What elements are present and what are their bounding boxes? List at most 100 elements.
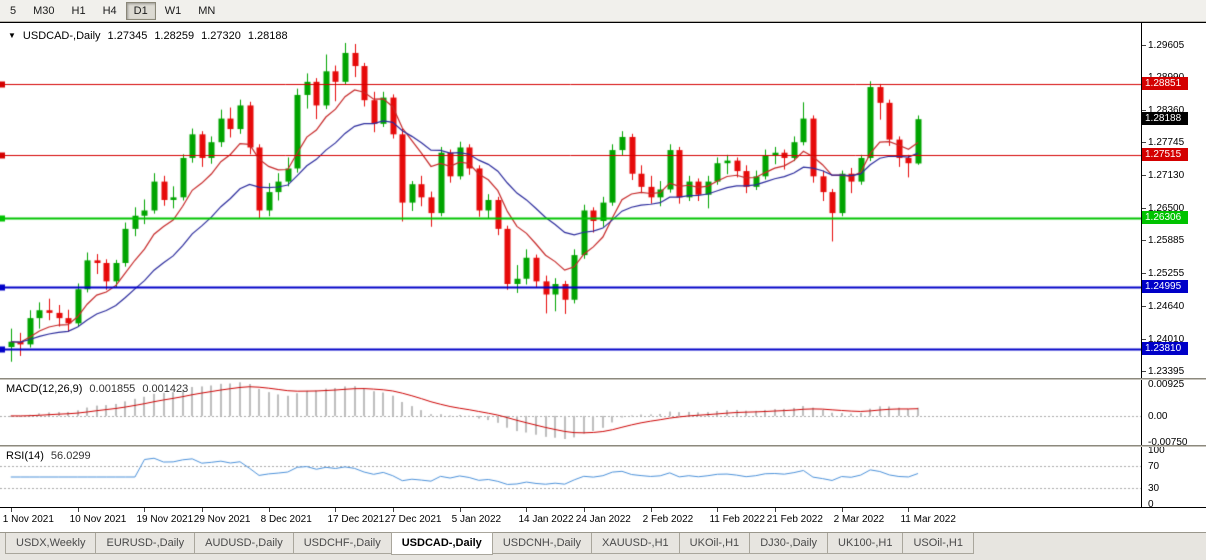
timeframe-button-h1[interactable]: H1 [71, 4, 86, 17]
date-axis-label: 21 Feb 2022 [766, 514, 823, 525]
price-axis-label: 1.27130 [1148, 169, 1185, 181]
date-axis-tick [526, 508, 527, 512]
chart-tab-xauusd-h1[interactable]: XAUUSD-,H1 [591, 533, 680, 554]
price-axis-tick [1142, 175, 1146, 176]
date-axis-label: 27 Dec 2021 [384, 514, 442, 525]
date-axis-label: 2 Feb 2022 [642, 514, 694, 525]
macd-indicator-label: MACD(12,26,9) 0.001855 0.001423 [6, 383, 188, 395]
date-axis-label: 10 Nov 2021 [69, 514, 127, 525]
date-axis-tick [775, 508, 776, 512]
date-axis-label: 17 Dec 2021 [327, 514, 385, 525]
price-axis-tick [1142, 339, 1146, 340]
rsi-pane-canvas[interactable] [0, 447, 1141, 507]
macd-pane-splitter[interactable] [0, 378, 1206, 380]
price-axis-label: 1.26500 [1148, 202, 1185, 214]
rsi-indicator-label: RSI(14) 56.0299 [6, 450, 91, 462]
chart-border-bottom [0, 507, 1206, 508]
price-axis-tick [1142, 371, 1146, 372]
date-axis-tick [584, 508, 585, 512]
price-axis-tick [1142, 306, 1146, 307]
date-axis-label: 11 Mar 2022 [900, 514, 956, 525]
rsi-pane-splitter[interactable] [0, 445, 1206, 447]
date-axis-label: 19 Nov 2021 [136, 514, 194, 525]
price-line-tag: 1.23810 [1142, 342, 1188, 356]
date-axis-tick [842, 508, 843, 512]
chart-tab-ukoil-h1[interactable]: UKOil-,H1 [678, 533, 751, 554]
price-axis-label: 1.25885 [1148, 235, 1185, 247]
price-line-tag: 1.26306 [1142, 211, 1188, 225]
price-axis-label: 1.27745 [1148, 137, 1185, 149]
price-line-tag: 1.24995 [1142, 279, 1188, 293]
timeframe-button-d1[interactable]: D1 [125, 1, 156, 20]
price-axis-label: 1.24010 [1148, 333, 1185, 345]
rsi-value: 56.0299 [50, 450, 91, 462]
date-axis-tick [460, 508, 461, 512]
rsi-axis-label: 100 [1148, 444, 1165, 456]
chart-tab-uk100-h1[interactable]: UK100-,H1 [827, 533, 904, 554]
price-axis-label: 1.28360 [1148, 105, 1185, 117]
date-axis-tick [908, 508, 909, 512]
macd-pane-canvas[interactable] [0, 380, 1141, 445]
date-axis-label: 29 Nov 2021 [193, 514, 251, 525]
date-axis-tick [269, 508, 270, 512]
chart-low-value: 1.27320 [201, 30, 241, 42]
chart-tab-bar: USDX,Weekly EURUSD-,Daily AUDUSD-,Daily USD… [0, 532, 1206, 560]
date-axis-tick [717, 508, 718, 512]
rsi-axis-label: 70 [1148, 461, 1160, 473]
timeframe-button-w1[interactable]: W1 [164, 4, 182, 17]
date-axis-label: 2 Mar 2022 [833, 514, 885, 525]
chart-close-value: 1.28188 [247, 30, 288, 42]
chart-title: ▼ USDCAD-,Daily 1.27345 1.28259 1.27320 … [8, 30, 288, 42]
chart-tab-usdcad-daily[interactable]: USDCAD-,Daily [390, 532, 493, 555]
timeframe-button-5[interactable]: 5 [10, 4, 17, 17]
chart-open-value: 1.27345 [107, 30, 148, 42]
macd-main-value: 0.001855 [89, 383, 136, 395]
chart-tab-eurusd-daily[interactable]: EURUSD-,Daily [95, 533, 196, 554]
price-axis-tick [1142, 273, 1146, 274]
macd-indicator-name: MACD(12,26,9) [6, 383, 83, 395]
rsi-axis-label: 30 [1148, 482, 1160, 494]
date-axis-label: 14 Jan 2022 [518, 514, 574, 525]
date-axis-tick [202, 508, 203, 512]
timeframe-button-m30[interactable]: M30 [33, 4, 55, 17]
price-axis-label: 1.25255 [1148, 268, 1185, 280]
price-axis-label: 1.23395 [1148, 365, 1185, 377]
price-axis[interactable]: 1.296051.289901.283601.277451.271301.265… [1142, 22, 1206, 531]
date-axis-tick [144, 508, 145, 512]
price-axis-tick [1142, 45, 1146, 46]
date-axis-label: 1 Nov 2021 [2, 514, 54, 525]
chart-tab-usdx-weekly[interactable]: USDX,Weekly [5, 533, 97, 554]
date-axis-label: 5 Jan 2022 [451, 514, 502, 525]
price-axis-tick [1142, 110, 1146, 111]
price-axis-separator [1141, 22, 1142, 508]
rsi-indicator-name: RSI(14) [6, 450, 44, 462]
macd-axis-label: 0.00 [1148, 410, 1168, 422]
chart-tab-audusd-daily[interactable]: AUDUSD-,Daily [194, 533, 294, 554]
timeframe-toolbar: 5 M30 H1 H4 D1 W1 MN [0, 0, 1206, 22]
chart-tab-usoil-h1[interactable]: USOil-,H1 [902, 533, 974, 554]
timeframe-button-h4[interactable]: H4 [102, 4, 117, 17]
date-axis-label: 24 Jan 2022 [575, 514, 631, 525]
chart-border-top [0, 22, 1206, 23]
chart-tab-usdchf-daily[interactable]: USDCHF-,Daily [292, 533, 392, 554]
chart-marker-icon: ▼ [8, 31, 16, 40]
chart-tab-dj30-daily[interactable]: DJ30-,Daily [749, 533, 829, 554]
price-axis-label: 1.29605 [1148, 39, 1185, 51]
price-chart-canvas[interactable] [0, 23, 1141, 378]
price-axis-label: 1.24640 [1148, 300, 1185, 312]
macd-axis-label: -0.00750 [1148, 436, 1188, 448]
time-axis[interactable]: 1 Nov 2021 10 Nov 2021 19 Nov 2021 29 Nov 2… [0, 508, 1141, 531]
macd-signal-value: 0.001423 [142, 383, 189, 395]
current-price-tag: 1.28188 [1142, 112, 1188, 126]
price-line-tag: 1.27515 [1142, 147, 1188, 161]
price-line-tag: 1.28851 [1142, 77, 1188, 91]
price-axis-tick [1142, 240, 1146, 241]
date-axis-tick [78, 508, 79, 512]
date-axis-tick [335, 508, 336, 512]
chart-tab-usdcnh-daily[interactable]: USDCNH-,Daily [491, 533, 593, 554]
timeframe-button-mn[interactable]: MN [198, 4, 216, 17]
date-axis-tick [11, 508, 12, 512]
date-axis-label: 8 Dec 2021 [260, 514, 312, 525]
chart-symbol-period: USDCAD-,Daily [22, 30, 101, 42]
